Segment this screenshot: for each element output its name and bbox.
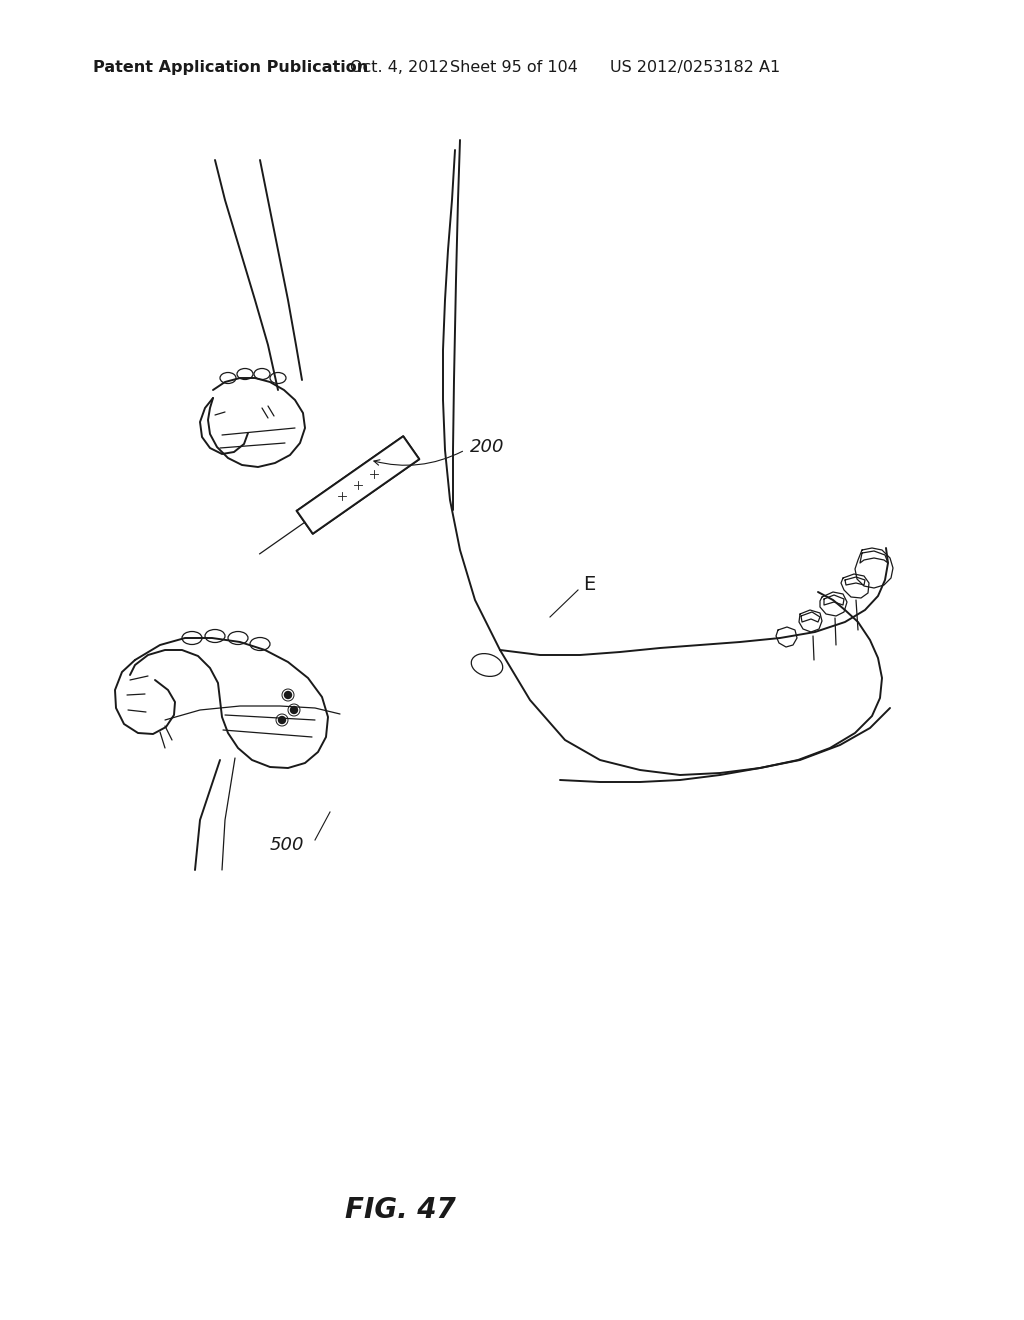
Circle shape: [331, 486, 353, 507]
PathPatch shape: [297, 436, 419, 533]
Text: US 2012/0253182 A1: US 2012/0253182 A1: [610, 59, 780, 75]
Circle shape: [279, 717, 286, 723]
Text: Sheet 95 of 104: Sheet 95 of 104: [450, 59, 578, 75]
Text: Patent Application Publication: Patent Application Publication: [93, 59, 369, 75]
Circle shape: [347, 474, 369, 496]
Text: FIG. 47: FIG. 47: [345, 1196, 456, 1224]
Circle shape: [285, 692, 292, 698]
Text: 200: 200: [470, 438, 505, 455]
Text: Oct. 4, 2012: Oct. 4, 2012: [350, 59, 449, 75]
Text: E: E: [583, 576, 595, 594]
Circle shape: [362, 463, 385, 484]
PathPatch shape: [297, 436, 419, 533]
Circle shape: [291, 706, 298, 714]
Text: 500: 500: [270, 836, 304, 854]
